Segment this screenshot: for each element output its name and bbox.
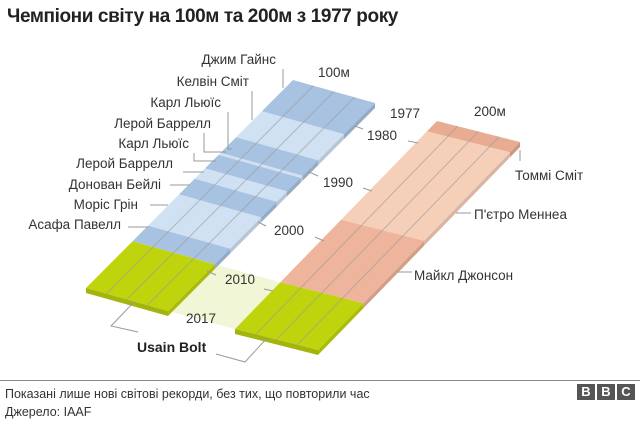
track-side-face (276, 191, 287, 207)
track-end-face (86, 288, 168, 316)
footer-source: Джерело: IAAF (5, 405, 92, 419)
record-holder-label: Джим Гайнс (201, 52, 276, 67)
bolt-era-overlay (168, 264, 281, 329)
leader-line (203, 133, 226, 153)
year-label-1977: 1977 (390, 106, 420, 121)
record-holder-label: Донован Бейлі (69, 177, 161, 192)
footer-note: Показані лише нові світові рекорди, без … (5, 387, 370, 401)
chart-title: Чемпіони світу на 100м та 200м з 1977 ро… (7, 6, 398, 27)
track-side-face (509, 142, 520, 158)
track-side-face (214, 248, 231, 270)
leader-line (308, 171, 319, 177)
track-100m-label: 100м (318, 65, 350, 80)
leader-line (227, 112, 232, 150)
record-holder-label: Томмі Сміт (515, 168, 583, 183)
year-label-1980: 1980 (367, 128, 397, 143)
bbc-logo: B B C (577, 384, 635, 400)
record-holder-label: Моріс Грін (74, 197, 138, 212)
record-holder-label: Карл Льюїс (118, 136, 189, 151)
track-side-face (300, 175, 303, 183)
bbc-logo-letter: B (577, 384, 595, 400)
leader-line (206, 270, 217, 276)
track-200m (235, 121, 520, 355)
record-holder-label: П'єтро Меннеа (474, 207, 567, 222)
record-holder-label: Лерой Баррелл (76, 156, 173, 171)
lane-line (255, 125, 459, 335)
track-side-face (168, 264, 215, 316)
record-holder-label: Асафа Павелл (28, 217, 121, 232)
year-label-2017: 2017 (186, 311, 216, 326)
track-side-face (318, 134, 344, 166)
year-label-2010: 2010 (225, 272, 255, 287)
track-side-face (230, 217, 262, 254)
track-100m (86, 80, 375, 316)
lane-line (126, 91, 335, 300)
track-side-face (261, 201, 277, 223)
leader-line (257, 221, 267, 227)
track-end-face (235, 329, 318, 355)
leader-line (314, 236, 325, 242)
leader-line (354, 125, 364, 130)
record-holder-label: Лерой Баррелл (114, 116, 211, 131)
record-holder-label: Карл Льюїс (150, 95, 221, 110)
year-label-1990: 1990 (323, 175, 353, 190)
track-side-face (287, 177, 301, 197)
lane-line (147, 96, 355, 306)
bolt-bracket-left (110, 301, 139, 333)
lane-line (276, 131, 479, 340)
year-label-2000: 2000 (274, 223, 304, 238)
bolt-era-overlay-band (168, 264, 281, 329)
track-side-face (302, 160, 319, 181)
leader-line (263, 288, 274, 292)
bolt-label: Usain Bolt (137, 339, 207, 355)
track-side-face (318, 303, 364, 355)
footer-divider (0, 380, 640, 381)
record-holder-label: Келвін Сміт (177, 74, 249, 89)
track-side-face (363, 240, 425, 309)
track-side-face (424, 152, 510, 246)
leader-line (362, 187, 373, 192)
lane-line (296, 136, 500, 346)
bbc-logo-letter: B (597, 384, 615, 400)
track-200m-label: 200м (474, 104, 506, 119)
bolt-bracket-right (215, 337, 268, 363)
record-holder-label: Майкл Джонсон (414, 268, 513, 283)
lane-line (106, 85, 314, 295)
leader-line (193, 153, 216, 162)
records-diagram: 100м 200м Джим Гайнс Келвін Сміт Карл Ль… (28, 52, 583, 363)
track-side-face (343, 103, 375, 140)
bbc-logo-letter: C (617, 384, 635, 400)
leader-line (407, 140, 419, 144)
